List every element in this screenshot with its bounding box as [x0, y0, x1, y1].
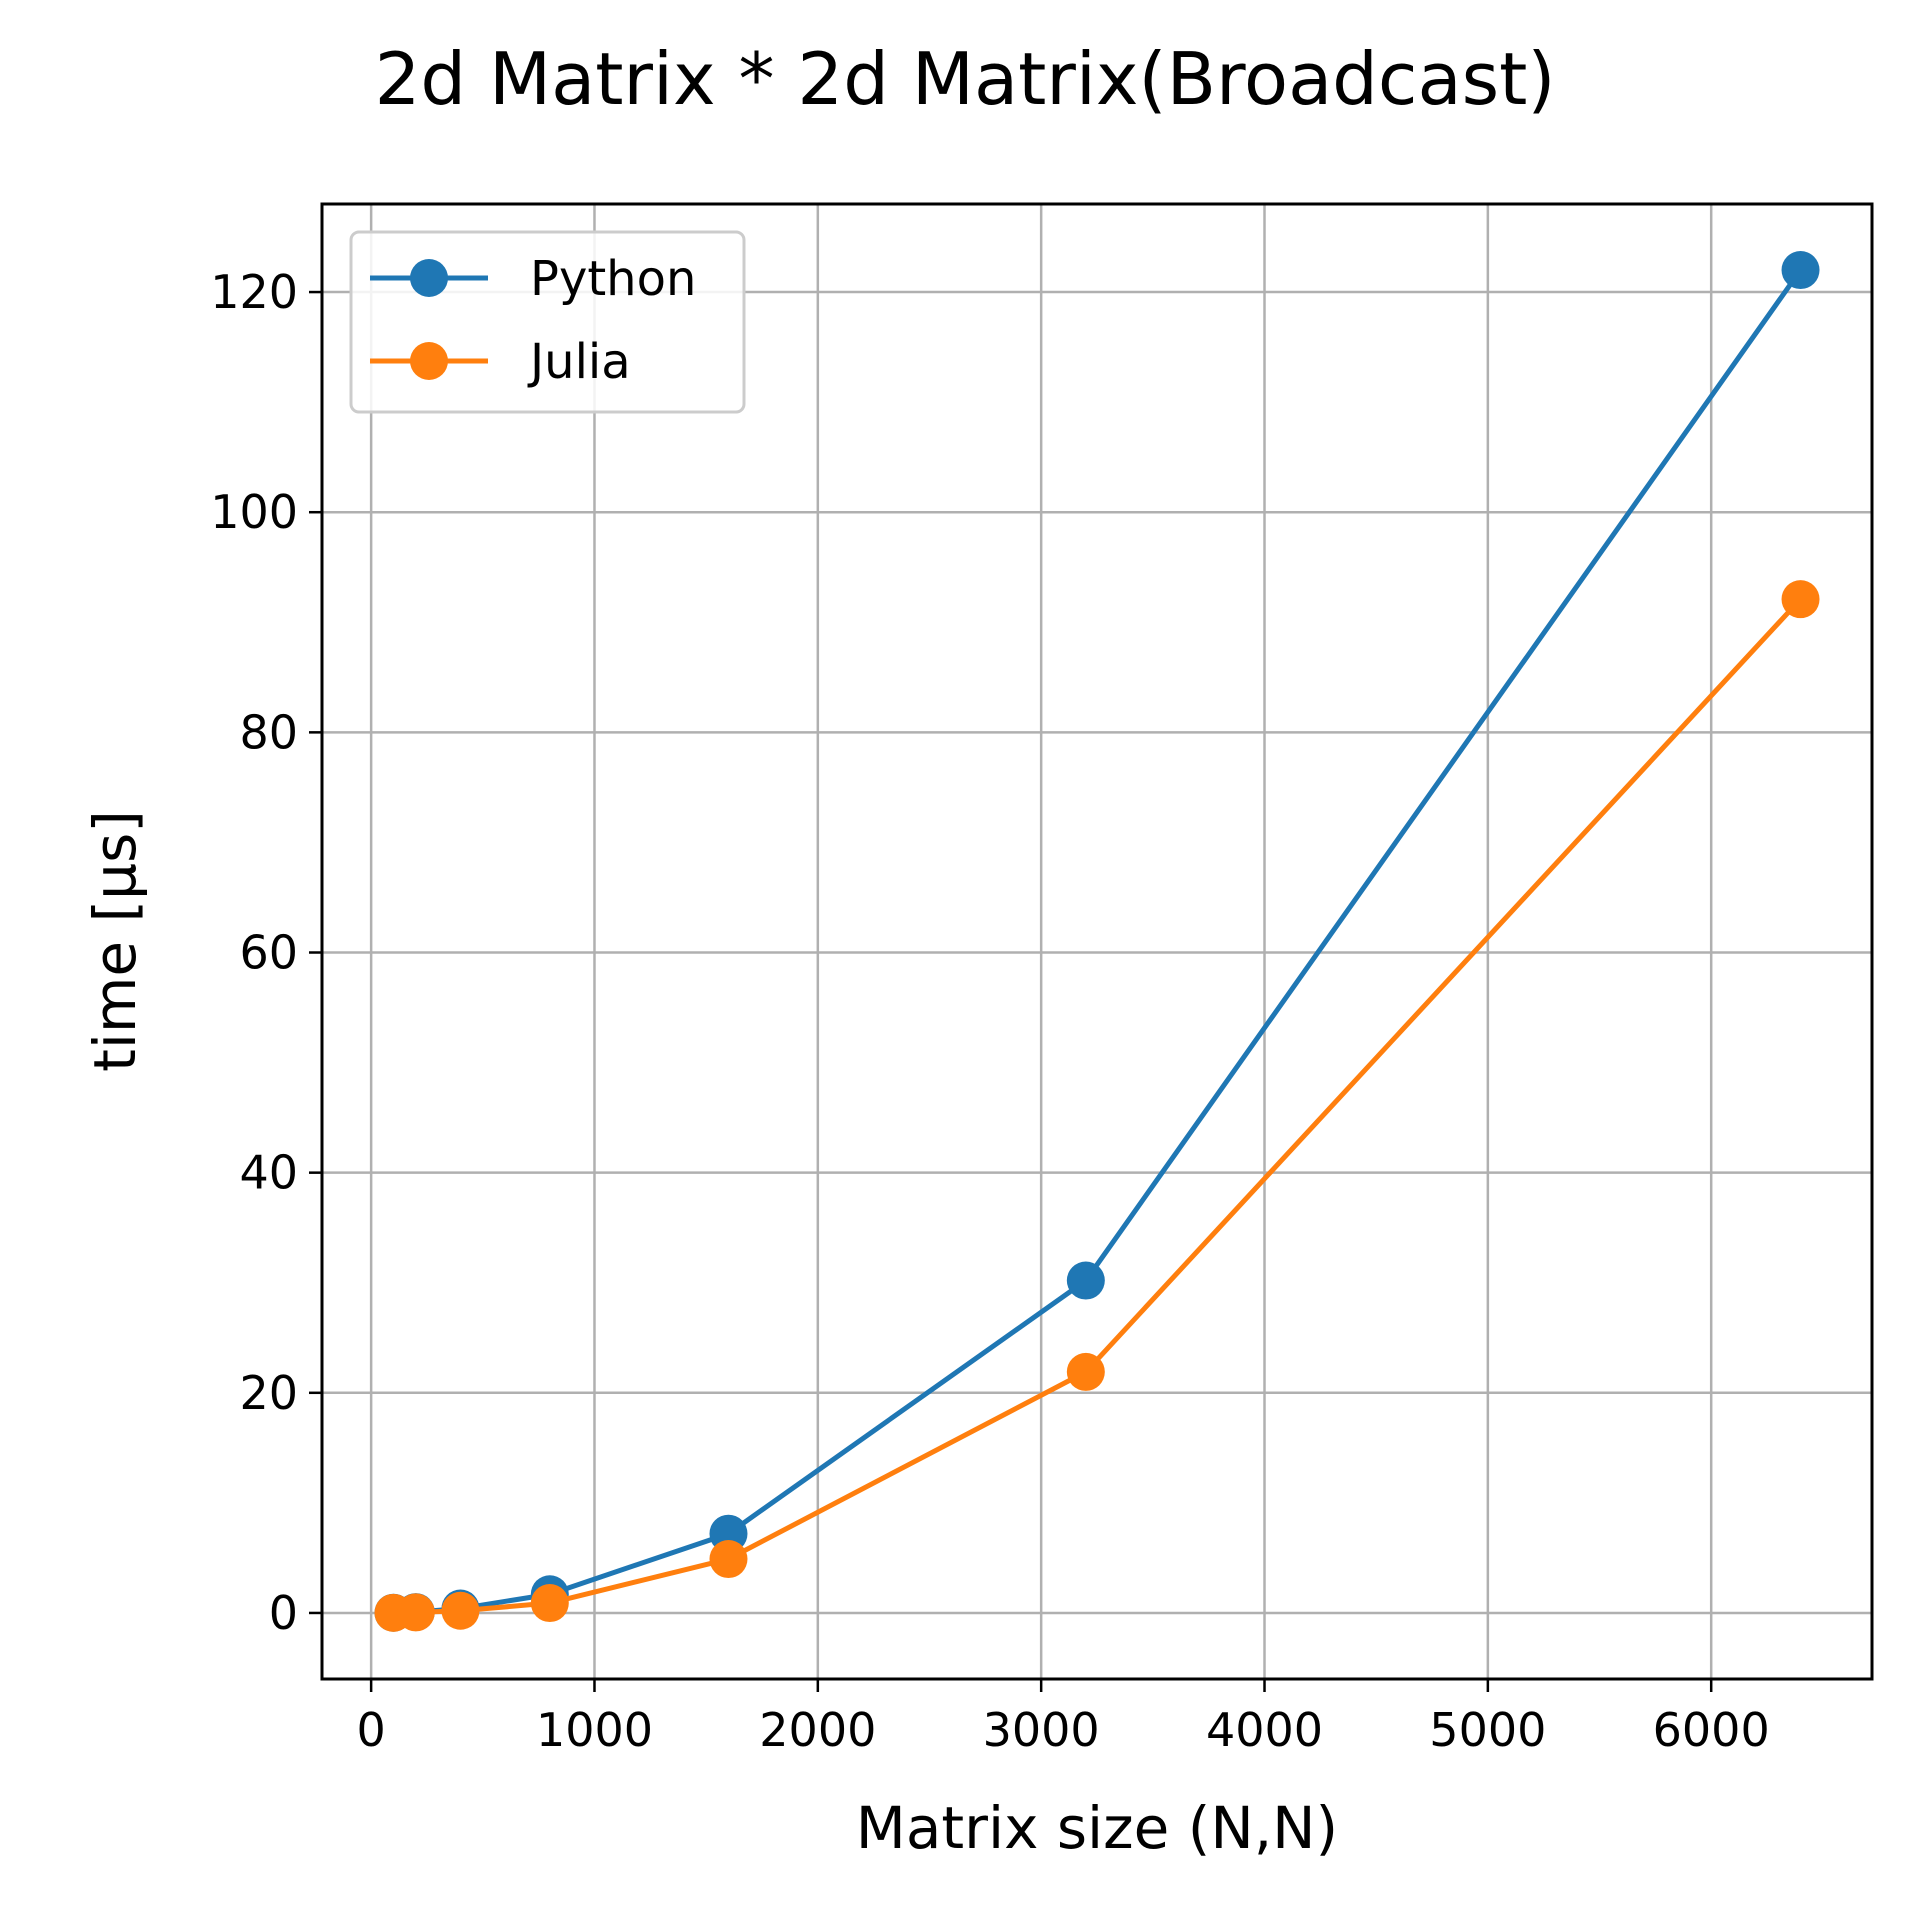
y-axis-label: time [μs]	[81, 810, 149, 1072]
data-point-julia	[1066, 1352, 1105, 1391]
x-tick-label: 3000	[983, 1703, 1100, 1757]
ticks: 0 1000 2000 3000 4000 5000 6000 0 20 40 60 80 100 120	[210, 265, 1770, 1757]
legend-marker-julia	[410, 342, 448, 380]
legend-label-julia: Julia	[527, 334, 631, 390]
x-tick-label: 2000	[759, 1703, 876, 1757]
x-tick-label: 1000	[536, 1703, 653, 1757]
data-point-julia	[1781, 580, 1820, 619]
x-tick-label: 5000	[1429, 1703, 1546, 1757]
data-point-python	[1781, 251, 1820, 290]
plot-frame	[320, 202, 1874, 1681]
y-tick-label: 80	[239, 705, 298, 759]
legend: Python Julia	[349, 230, 746, 414]
y-tick-label: 40	[239, 1146, 298, 1200]
data-point-julia	[709, 1540, 748, 1579]
legend-marker-python	[410, 259, 448, 297]
series-layer	[374, 251, 1820, 1632]
grid	[322, 204, 1872, 1679]
x-tick-label: 0	[356, 1703, 385, 1757]
data-point-julia	[441, 1591, 480, 1630]
x-tick-label: 6000	[1653, 1703, 1770, 1757]
data-point-julia	[396, 1593, 435, 1632]
x-tick-label: 4000	[1206, 1703, 1323, 1757]
x-axis-label: Matrix size (N,N)	[856, 1794, 1338, 1862]
y-tick-label: 60	[239, 926, 298, 980]
y-tick-label: 20	[239, 1366, 298, 1420]
y-tick-label: 0	[269, 1586, 298, 1640]
chart-title: 2d Matrix * 2d Matrix(Broadcast)	[375, 37, 1556, 121]
data-point-python	[1066, 1261, 1105, 1300]
y-tick-label: 100	[210, 485, 298, 539]
y-tick-label: 120	[210, 265, 298, 319]
data-point-julia	[530, 1584, 569, 1623]
legend-label-python: Python	[530, 251, 696, 307]
